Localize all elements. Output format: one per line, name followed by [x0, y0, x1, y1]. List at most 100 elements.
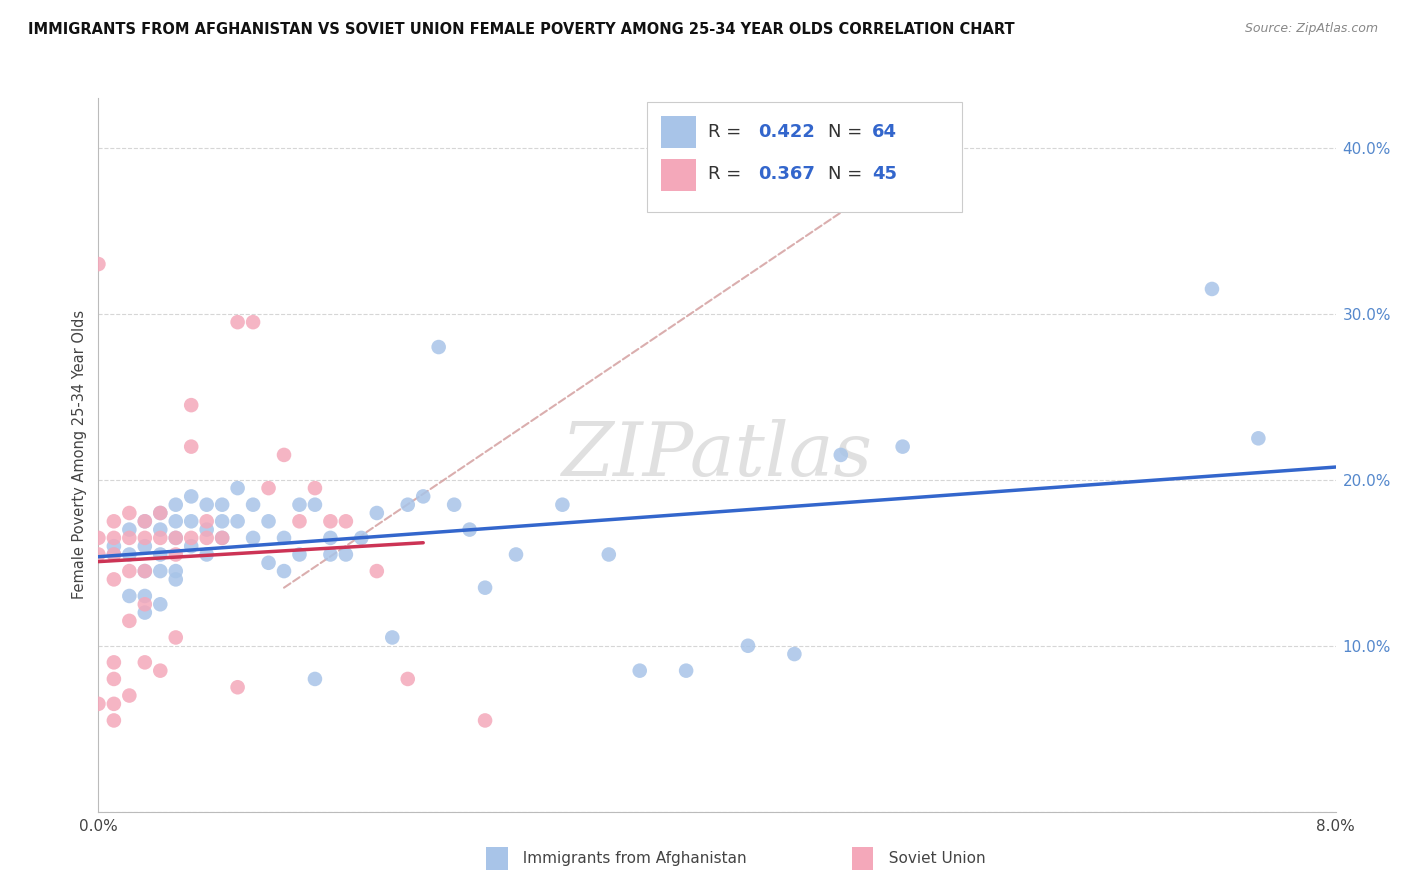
Point — [474, 714, 496, 728]
Point — [149, 523, 172, 537]
Point — [134, 589, 156, 603]
Point — [180, 539, 202, 553]
Point — [149, 564, 172, 578]
Point — [195, 498, 218, 512]
Point — [304, 481, 326, 495]
Point — [134, 514, 156, 528]
Text: N =: N = — [828, 123, 869, 141]
Point — [273, 448, 295, 462]
Point — [319, 531, 342, 545]
Point — [783, 647, 806, 661]
Point — [103, 531, 125, 545]
Point — [134, 514, 156, 528]
Point — [180, 514, 202, 528]
Point — [257, 481, 280, 495]
Text: ZIPatlas: ZIPatlas — [561, 418, 873, 491]
Text: Soviet Union: Soviet Union — [879, 851, 986, 865]
Point — [165, 514, 187, 528]
Point — [335, 548, 357, 562]
Point — [551, 498, 574, 512]
Point — [273, 564, 295, 578]
Point — [891, 440, 914, 454]
Point — [165, 548, 187, 562]
Point — [149, 506, 172, 520]
Point — [319, 548, 342, 562]
Text: 64: 64 — [872, 123, 897, 141]
Point — [366, 564, 388, 578]
Point — [195, 531, 218, 545]
Point — [1201, 282, 1223, 296]
Point — [335, 514, 357, 528]
Point — [180, 531, 202, 545]
Point — [165, 531, 187, 545]
Bar — [661, 159, 696, 191]
Point — [103, 548, 125, 562]
Text: Immigrants from Afghanistan: Immigrants from Afghanistan — [513, 851, 747, 865]
Point — [149, 597, 172, 611]
Point — [211, 531, 233, 545]
Point — [103, 573, 125, 587]
Point — [118, 548, 141, 562]
Point — [180, 440, 202, 454]
Point — [118, 523, 141, 537]
FancyBboxPatch shape — [647, 102, 962, 212]
Point — [226, 514, 249, 528]
Point — [134, 564, 156, 578]
Point — [242, 498, 264, 512]
Point — [180, 398, 202, 412]
Point — [396, 672, 419, 686]
Point — [1247, 431, 1270, 445]
Point — [195, 514, 218, 528]
Point — [675, 664, 697, 678]
Point — [830, 448, 852, 462]
Point — [165, 631, 187, 645]
Point — [628, 664, 651, 678]
Point — [211, 531, 233, 545]
Point — [118, 531, 141, 545]
Point — [474, 581, 496, 595]
Point — [443, 498, 465, 512]
Point — [165, 531, 187, 545]
Point — [103, 514, 125, 528]
Point — [350, 531, 373, 545]
Point — [134, 539, 156, 553]
Point — [165, 564, 187, 578]
Point — [134, 597, 156, 611]
Text: 0.422: 0.422 — [758, 123, 814, 141]
Point — [118, 614, 141, 628]
Text: Source: ZipAtlas.com: Source: ZipAtlas.com — [1244, 22, 1378, 36]
Point — [396, 498, 419, 512]
Point — [288, 514, 311, 528]
Point — [118, 564, 141, 578]
Text: 45: 45 — [872, 166, 897, 184]
Text: IMMIGRANTS FROM AFGHANISTAN VS SOVIET UNION FEMALE POVERTY AMONG 25-34 YEAR OLDS: IMMIGRANTS FROM AFGHANISTAN VS SOVIET UN… — [28, 22, 1015, 37]
Point — [149, 506, 172, 520]
Point — [118, 506, 141, 520]
Point — [505, 548, 527, 562]
Point — [598, 548, 620, 562]
Point — [273, 531, 295, 545]
Point — [257, 514, 280, 528]
Text: N =: N = — [828, 166, 869, 184]
Point — [149, 531, 172, 545]
Point — [304, 672, 326, 686]
Point — [149, 548, 172, 562]
Point — [87, 548, 110, 562]
Y-axis label: Female Poverty Among 25-34 Year Olds: Female Poverty Among 25-34 Year Olds — [72, 310, 87, 599]
Point — [180, 490, 202, 504]
Point — [226, 315, 249, 329]
Point — [288, 548, 311, 562]
Point — [226, 680, 249, 694]
Point — [118, 589, 141, 603]
Text: R =: R = — [709, 166, 748, 184]
Point — [381, 631, 404, 645]
Point — [134, 606, 156, 620]
Point — [87, 257, 110, 271]
Point — [165, 498, 187, 512]
Point — [134, 531, 156, 545]
Point — [165, 573, 187, 587]
Point — [103, 539, 125, 553]
Point — [211, 498, 233, 512]
Point — [103, 672, 125, 686]
Point — [226, 481, 249, 495]
